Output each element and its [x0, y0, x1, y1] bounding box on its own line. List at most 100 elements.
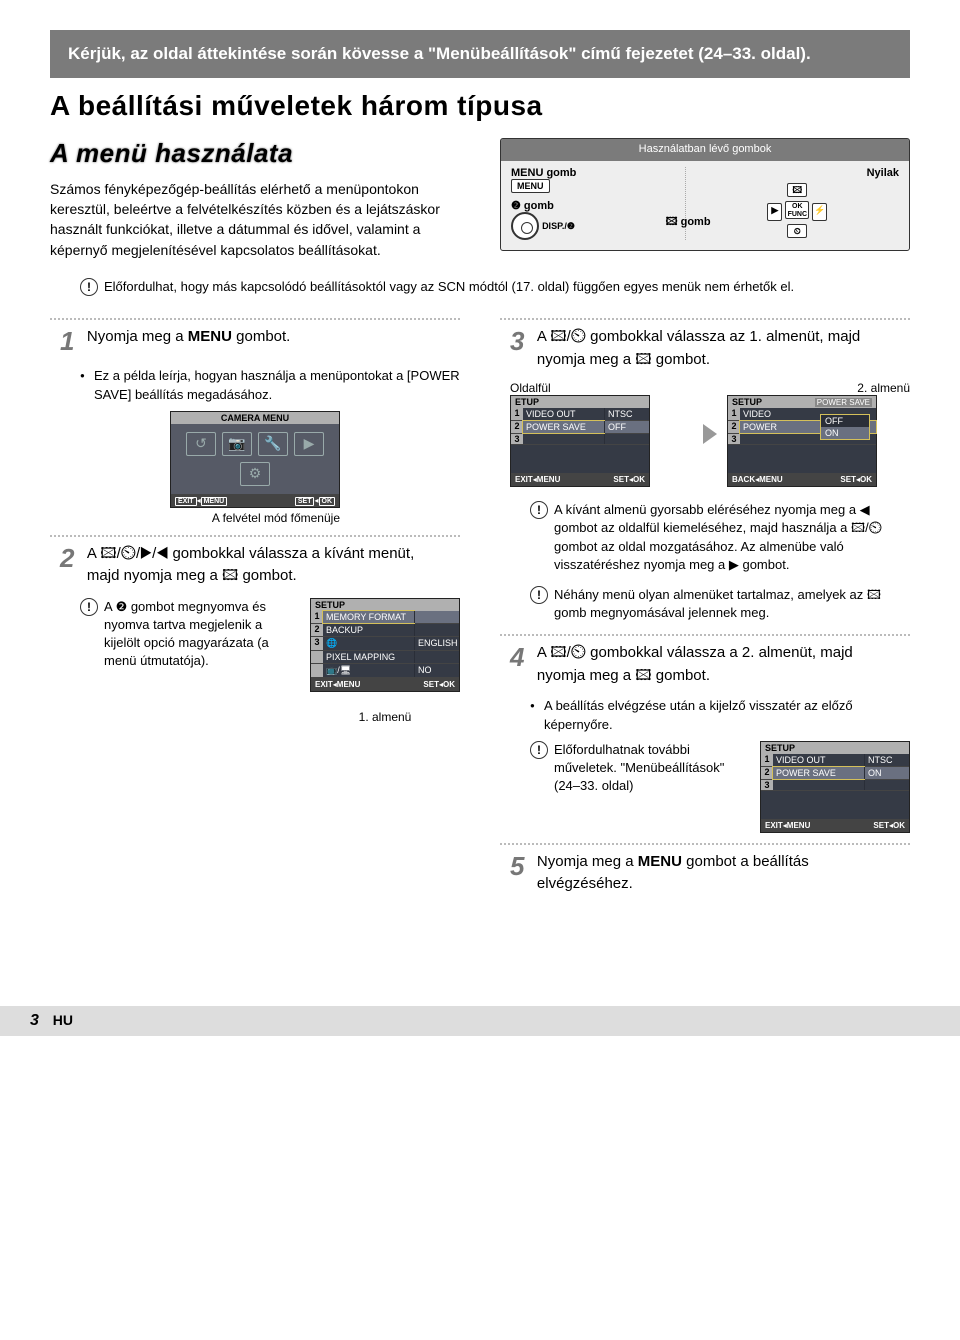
dial-icon — [511, 212, 539, 240]
table-row: 1VIDEO OUTNTSC — [511, 408, 649, 421]
step-3-note-b: ! Néhány menü olyan almenüket tartalmaz,… — [530, 586, 910, 622]
submenu-badge: POWER SAVE — [815, 398, 872, 407]
menu-key-icon: MENU — [511, 179, 550, 193]
table-row: 📺/🖥NO — [311, 664, 459, 678]
screen-title: SETUP — [311, 599, 459, 611]
divider — [50, 535, 460, 537]
divider — [500, 634, 910, 636]
table-row: 3 — [511, 434, 649, 445]
nav-pad-icon: 🖾 ⏲ ▶ ⚡ OK FUNC — [767, 183, 827, 238]
step-5: 5 Nyomja meg a MENU gombot a beállítás e… — [510, 851, 910, 896]
step-3: 3 A 🖾/⏲ gombokkal válassza az 1. almenüt… — [510, 326, 910, 371]
table-row: 3 — [761, 780, 909, 791]
disp-label: DISP./❷ — [542, 221, 575, 231]
note-1-text: Előfordulhat, hogy más kapcsolódó beállí… — [104, 278, 910, 296]
menu-icon: 🔧 — [258, 432, 288, 456]
divider — [500, 318, 910, 320]
info-icon: ! — [530, 501, 548, 519]
options-popup: OFF ON — [820, 414, 870, 440]
sub-label: 2. almenü — [727, 381, 910, 395]
menu-btn-label: MENU gomb — [511, 167, 576, 179]
menu-icon: 📷 — [222, 432, 252, 456]
step-4-note: ! Előfordulhatnak további műveletek. "Me… — [530, 741, 748, 796]
buttons-right: Nyilak 🖾 ⏲ ▶ ⚡ OK FUNC 🖾 gomb — [696, 167, 899, 240]
info-icon: ! — [530, 586, 548, 604]
table-row: 2POWER SAVEON — [761, 767, 909, 780]
table-row: 1MEMORY FORMAT — [311, 611, 459, 624]
nav-up-icon: 🖾 — [787, 183, 807, 197]
option-off: OFF — [821, 415, 869, 427]
steps-left: 1 Nyomja meg a MENU gombot. Ez a példa l… — [50, 308, 460, 906]
page-footer: 3 HU — [0, 1006, 960, 1036]
setup-screen-4: SETUP 1VIDEO OUTNTSC2POWER SAVEON3 EXIT◂… — [760, 741, 910, 833]
divider — [500, 843, 910, 845]
screen-title: SETUP — [761, 742, 909, 754]
menu-icon: ↺ — [186, 432, 216, 456]
q-btn-label: ❷ gomb — [511, 200, 554, 212]
step-2-note: ! A ❷ gombot megnyomva és nyomva tartva … — [80, 598, 298, 671]
intro-columns: A menü használata Számos fényképezőgép-b… — [50, 138, 910, 270]
info-icon: ! — [530, 741, 548, 759]
step-1-bullet: Ez a példa leírja, hogyan használja a me… — [94, 367, 460, 405]
page: Kérjük, az oldal áttekintése során köves… — [0, 0, 960, 946]
setup-screen: SETUP 1MEMORY FORMAT2BACKUP3🌐ENGLISHPIXE… — [310, 598, 460, 692]
step-2-text: A 🖾/⏲/▶/◀ gombokkal válassza a kívánt me… — [87, 543, 439, 588]
steps-columns: 1 Nyomja meg a MENU gombot. Ez a példa l… — [50, 308, 910, 906]
step-2-num: 2 — [60, 543, 74, 573]
screen-title: ETUP — [511, 396, 649, 408]
nav-down-icon: ⏲ — [787, 224, 807, 238]
page-number: 3 — [30, 1012, 39, 1029]
section-title: A menü használata — [50, 138, 460, 169]
intro-right: Használatban lévő gombok MENU gomb MENU … — [500, 138, 910, 270]
tab-label: Oldalfül — [510, 381, 693, 395]
camera-menu-screen: CAMERA MENU ↺ 📷 🔧 ▶ ⚙ EXIT◂MENU SET◂OK — [170, 411, 340, 508]
table-row: 1VIDEO OUTNTSC — [761, 754, 909, 767]
screen-footer: EXIT◂MENU SET◂OK — [171, 494, 339, 507]
step-1-text: Nyomja meg a MENU gombot. — [87, 326, 290, 349]
step-2-caption: 1. almenü — [310, 710, 460, 724]
step-2-note-text: A ❷ gombot megnyomva és nyomva tartva me… — [104, 598, 298, 671]
table-row: PIXEL MAPPING — [311, 651, 459, 664]
step-4-num: 4 — [510, 642, 524, 672]
step-3-note-a-text: A kívánt almenü gyorsabb eléréséhez nyom… — [554, 501, 910, 574]
table-row: 2POWER SAVEOFF — [511, 421, 649, 434]
step-4-text: A 🖾/⏲ gombokkal válassza a 2. almenüt, m… — [537, 642, 889, 687]
setup-screen-a: ETUP 1VIDEO OUTNTSC2POWER SAVEOFF3 EXIT◂… — [510, 395, 650, 487]
nav-right-icon: ⚡ — [812, 203, 827, 221]
screen-body: ↺ 📷 🔧 ▶ ⚙ — [171, 424, 339, 494]
info-icon: ! — [80, 278, 98, 296]
arrows-label: Nyilak — [696, 167, 899, 179]
step-2: 2 A 🖾/⏲/▶/◀ gombokkal válassza a kívánt … — [60, 543, 460, 588]
lang-code: HU — [53, 1012, 73, 1028]
step-3-note-b-text: Néhány menü olyan almenüket tartalmaz, a… — [554, 586, 910, 622]
step-3-num: 3 — [510, 326, 524, 356]
buttons-header: Használatban lévő gombok — [501, 139, 909, 159]
intro-text: Számos fényképezőgép-beállítás elérhető … — [50, 179, 460, 260]
table-row: 2BACKUP — [311, 624, 459, 637]
note-1: ! Előfordulhat, hogy más kapcsolódó beál… — [80, 278, 910, 296]
step-4-bullet: A beállítás elvégzése után a kijelző vis… — [544, 697, 910, 735]
step-4: 4 A 🖾/⏲ gombokkal válassza a 2. almenüt,… — [510, 642, 910, 687]
buttons-left: MENU gomb MENU ❷ gomb DISP./❷ — [511, 167, 686, 240]
page-title: A beállítási műveletek három típusa — [50, 90, 910, 122]
steps-right: 3 A 🖾/⏲ gombokkal válassza az 1. almenüt… — [500, 308, 910, 906]
arrow-icon — [703, 424, 717, 444]
screen-caption: A felvétel mód főmenüje — [170, 511, 340, 525]
fn-btn-label: 🖾 gomb — [666, 213, 711, 232]
screen-title: CAMERA MENU — [171, 412, 339, 424]
intro-left: A menü használata Számos fényképezőgép-b… — [50, 138, 460, 270]
step-1: 1 Nyomja meg a MENU gombot. — [60, 326, 460, 357]
step-4-note-text: Előfordulhatnak további műveletek. "Menü… — [554, 741, 748, 796]
divider — [50, 318, 460, 320]
step-5-num: 5 — [510, 851, 524, 881]
nav-left-icon: ▶ — [767, 203, 782, 221]
step-1-num: 1 — [60, 326, 74, 356]
step-3-note-a: ! A kívánt almenü gyorsabb eléréséhez ny… — [530, 501, 910, 574]
menu-icon: ▶ — [294, 432, 324, 456]
top-note: Kérjük, az oldal áttekintése során köves… — [50, 30, 910, 78]
info-icon: ! — [80, 598, 98, 616]
step-3-text: A 🖾/⏲ gombokkal válassza az 1. almenüt, … — [537, 326, 889, 371]
step-5-text: Nyomja meg a MENU gombot a beállítás elv… — [537, 851, 889, 896]
setup-screen-b: SETUP POWER SAVE 1VIDEO2POWER3 OFF ON BA… — [727, 395, 877, 487]
table-row: 3🌐ENGLISH — [311, 637, 459, 651]
